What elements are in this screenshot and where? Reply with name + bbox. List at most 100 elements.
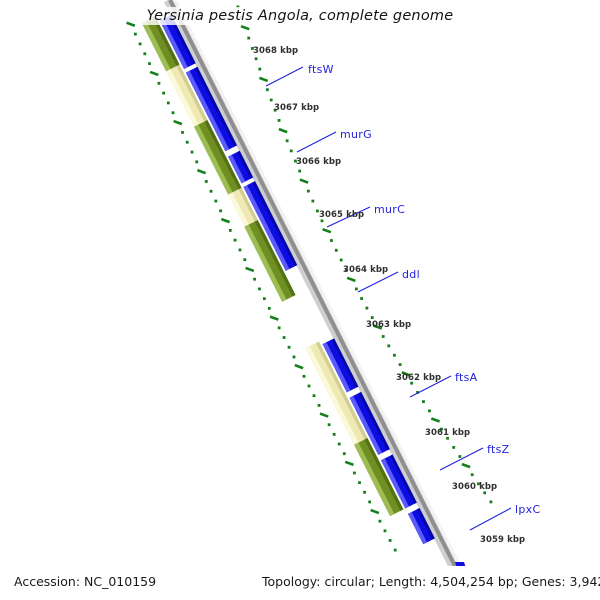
axis-tick-minor bbox=[243, 258, 247, 262]
axis-tick-minor bbox=[214, 199, 218, 203]
gene-label-ftsZ[interactable]: ftsZ bbox=[487, 443, 510, 456]
gene-feature[interactable] bbox=[228, 150, 254, 184]
axis-tick-minor bbox=[317, 403, 321, 407]
gene-feature[interactable] bbox=[322, 338, 359, 393]
status-bar: Accession: NC_010159 Topology: circular;… bbox=[0, 566, 600, 600]
axis-tick-minor bbox=[240, 15, 243, 19]
axis-tick-minor bbox=[204, 180, 208, 183]
axis-tick-label: 3059 kbp bbox=[480, 535, 526, 545]
axis-tick-major bbox=[322, 227, 332, 234]
gene-label-murC[interactable]: murC bbox=[374, 203, 406, 216]
axis-tick-minor bbox=[157, 81, 161, 85]
axis-tick-minor bbox=[354, 287, 358, 291]
gene-label-ftsA[interactable]: ftsA bbox=[455, 371, 478, 384]
axis-tick-major bbox=[173, 119, 183, 126]
axis-tick-label: 3060 kbp bbox=[452, 482, 498, 492]
axis-tick-minor bbox=[253, 277, 256, 281]
axis-tick-minor bbox=[344, 268, 348, 272]
gene-feature[interactable] bbox=[354, 437, 404, 517]
axis-tick-minor bbox=[233, 238, 237, 242]
gene-label-ftsW[interactable]: ftsW bbox=[308, 63, 334, 76]
axis-tick-minor bbox=[292, 355, 296, 359]
gene-label-leader-ddl bbox=[357, 271, 399, 293]
axis-tick-minor bbox=[378, 519, 382, 523]
axis-tick-minor bbox=[383, 529, 387, 533]
axis-tick-major bbox=[299, 178, 309, 184]
reverse-strand-track[interactable] bbox=[141, 16, 404, 517]
axis-tick-minor bbox=[368, 500, 372, 504]
axis-tick-major bbox=[278, 127, 288, 134]
gene-feature[interactable] bbox=[166, 64, 208, 127]
axis-tick-minor bbox=[269, 98, 273, 102]
axis-tick-major bbox=[294, 363, 304, 370]
gene-label-ddl[interactable]: ddl bbox=[402, 268, 420, 281]
axis-tick-major bbox=[401, 371, 411, 377]
gene-label-leader-ftsA bbox=[409, 375, 452, 398]
axis-tick-minor bbox=[483, 491, 487, 495]
gene-label-murG[interactable]: murG bbox=[340, 128, 372, 141]
axis-tick-major bbox=[461, 462, 471, 469]
axis-tick-minor bbox=[327, 423, 331, 427]
axis-ticks-right bbox=[126, 21, 397, 552]
gene-feature[interactable] bbox=[349, 391, 390, 455]
gene-label-leader-ftsW bbox=[265, 66, 304, 87]
gene-label-lpxC[interactable]: lpxC bbox=[515, 503, 541, 516]
axis-ticks-left bbox=[236, 5, 493, 504]
gene-feature[interactable] bbox=[305, 341, 368, 445]
axis-tick-minor bbox=[258, 287, 261, 291]
axis-tick-minor bbox=[446, 436, 449, 440]
genome-info-label: Topology: circular; Length: 4,504,254 bp… bbox=[262, 574, 600, 589]
axis-tick-label: 3061 kbp bbox=[425, 428, 471, 438]
axis-tick-label: 3062 kbp bbox=[396, 373, 442, 383]
axis-tick-minor bbox=[360, 297, 364, 300]
axis-tick-minor bbox=[306, 189, 310, 193]
axis-tick-minor bbox=[287, 345, 291, 349]
axis-tick-minor bbox=[185, 140, 189, 144]
gene-feature[interactable] bbox=[407, 508, 435, 545]
axis-tick-minor bbox=[416, 391, 419, 394]
axis-tick-minor bbox=[267, 306, 271, 310]
gene-feature[interactable] bbox=[243, 181, 298, 271]
axis-tick-minor bbox=[428, 409, 431, 413]
axis-tick-minor bbox=[353, 471, 356, 475]
axis-tick-label: 3068 kbp bbox=[253, 46, 299, 56]
gene-feature-blue-bottom[interactable] bbox=[455, 562, 469, 578]
gene-feature[interactable] bbox=[380, 454, 417, 509]
axis-tick-minor bbox=[392, 353, 396, 357]
axis-tick-minor bbox=[307, 384, 311, 388]
axis-tick-minor bbox=[342, 452, 346, 456]
axis-tick-minor bbox=[388, 539, 392, 542]
axis-tick-major bbox=[220, 217, 231, 224]
axis-tick-minor bbox=[330, 239, 333, 242]
gene-label-leader-lpxC bbox=[469, 507, 512, 531]
axis-tick-minor bbox=[277, 326, 281, 330]
gene-feature[interactable] bbox=[185, 66, 238, 152]
gene-feature[interactable] bbox=[228, 187, 258, 227]
axis-tick-minor bbox=[285, 139, 289, 143]
gene-feature[interactable] bbox=[141, 16, 180, 72]
axis-tick-minor bbox=[181, 131, 184, 134]
axis-tick-major bbox=[196, 168, 207, 175]
axis-tick-minor bbox=[337, 442, 341, 446]
gene-feature[interactable] bbox=[194, 119, 242, 195]
forward-strand-track[interactable] bbox=[159, 14, 435, 545]
axis-tick-minor bbox=[195, 160, 199, 164]
accession-label: Accession: NC_010159 bbox=[14, 574, 157, 589]
axis-tick-minor bbox=[440, 427, 443, 431]
axis-tick-label: 3064 kbp bbox=[343, 265, 389, 275]
axis-tick-label: 3067 kbp bbox=[274, 103, 320, 113]
axis-tick-label: 3066 kbp bbox=[296, 157, 342, 167]
axis-tick-minor bbox=[358, 481, 361, 485]
axis-tick-minor bbox=[398, 363, 402, 366]
axis-tick-minor bbox=[166, 101, 170, 105]
axis-tick-minor bbox=[311, 199, 315, 203]
gene-feature[interactable] bbox=[159, 14, 196, 70]
axis-tick-minor bbox=[477, 482, 480, 486]
gene-feature[interactable] bbox=[244, 220, 296, 302]
axis-tick-minor bbox=[143, 52, 147, 56]
axis-tick-minor bbox=[393, 548, 397, 552]
axis-tick-major bbox=[370, 508, 380, 515]
axis-tick-minor bbox=[236, 5, 240, 9]
axis-tick-major bbox=[149, 70, 159, 77]
